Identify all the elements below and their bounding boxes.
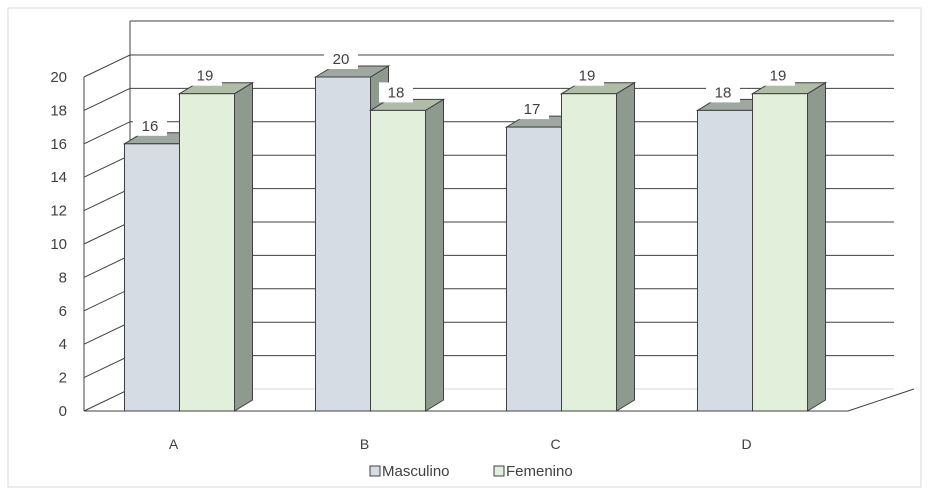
y-tick-label: 8 [59, 269, 67, 286]
bar-side-femenino [616, 81, 635, 412]
data-label-bg [570, 65, 604, 86]
x-tick-label: C [550, 436, 560, 452]
data-label: 20 [333, 51, 350, 68]
data-label-bg [706, 82, 740, 103]
floor-right-edge [847, 388, 915, 412]
x-tick-label: A [169, 436, 179, 452]
y-tick-label: 12 [50, 203, 67, 220]
y-tick-label: 20 [50, 69, 67, 86]
bar-femenino [370, 109, 426, 412]
legend-swatch [493, 465, 505, 477]
legend-swatch [369, 465, 381, 477]
bar-femenino [752, 93, 808, 412]
bar-side-femenino [807, 81, 826, 412]
x-tick-label: B [360, 436, 369, 452]
gridline-side [83, 154, 131, 178]
bar-masculino [315, 76, 371, 412]
bar-masculino [124, 143, 180, 412]
gridline-side [83, 121, 131, 145]
gridline-side [83, 221, 131, 245]
bar-masculino [506, 126, 562, 412]
bar-side-femenino [425, 98, 444, 412]
y-tick-label: 18 [50, 102, 67, 119]
y-tick-label: 4 [59, 336, 67, 353]
legend-label: Masculino [382, 463, 450, 480]
data-label-bg [761, 65, 795, 86]
gridline-side [83, 288, 131, 312]
y-tick-label: 14 [50, 169, 67, 186]
y-tick-label: 0 [59, 403, 67, 420]
y-tick-label: 16 [50, 136, 67, 153]
data-label: 19 [770, 68, 787, 85]
legend-label: Femenino [506, 463, 573, 480]
y-tick-label: 10 [50, 236, 67, 253]
bars [122, 65, 828, 412]
gridline-side [83, 355, 131, 379]
data-label-bg [188, 65, 222, 86]
gridline-side [83, 54, 131, 78]
data-label-bg [379, 82, 413, 103]
bar-femenino [561, 93, 617, 412]
data-label-bg [515, 99, 549, 120]
data-label: 18 [715, 84, 732, 101]
data-label: 19 [197, 68, 214, 85]
gridline-side [83, 321, 131, 345]
data-label: 18 [388, 84, 405, 101]
y-tick-label: 6 [59, 303, 67, 320]
data-labels: 16 19 20 18 17 19 18 19 [133, 49, 795, 136]
y-tick-label: 2 [59, 370, 67, 387]
x-tick-label: D [741, 436, 751, 452]
gridline-side [83, 188, 131, 212]
legend: Masculino Femenino [369, 463, 573, 480]
data-label-bg [324, 49, 358, 69]
data-label: 17 [524, 101, 541, 118]
bar-masculino [697, 109, 753, 412]
data-label: 19 [579, 68, 596, 85]
data-label-bg [133, 115, 167, 136]
gridline-side [83, 388, 131, 412]
gridline-side [83, 254, 131, 278]
bar-side-femenino [234, 81, 253, 412]
data-label: 16 [142, 118, 159, 135]
gridline-side [83, 87, 131, 111]
bar-femenino [179, 93, 235, 412]
